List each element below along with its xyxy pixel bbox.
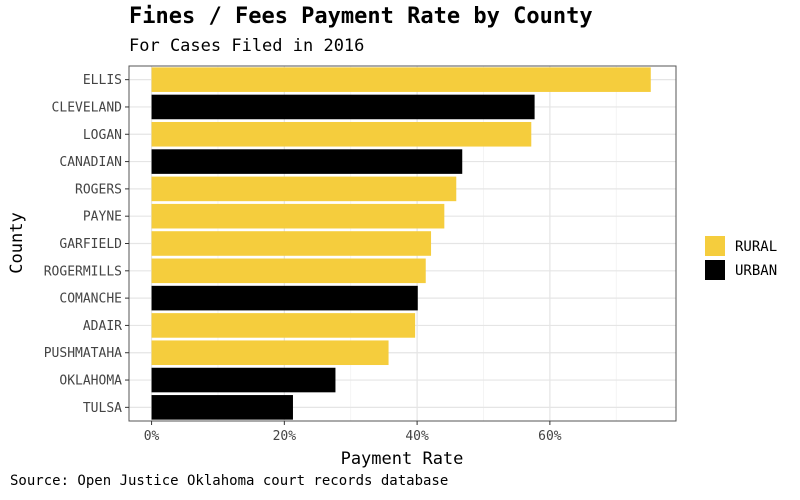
bar-rogermills — [151, 258, 426, 284]
y-tick-label: ROGERMILLS — [44, 264, 122, 279]
chart-caption: Source: Open Justice Oklahoma court reco… — [10, 473, 449, 489]
legend-label-urban: URBAN — [735, 263, 777, 279]
bar-adair — [151, 313, 416, 338]
y-tick-label: ADAIR — [83, 319, 122, 334]
bar-comanche — [151, 285, 418, 311]
x-tick-label: 0% — [144, 429, 160, 444]
x-tick-label: 60% — [538, 429, 562, 444]
chart-title: Fines / Fees Payment Rate by County — [129, 4, 593, 29]
bar-canadian — [151, 149, 463, 174]
bar-garfield — [151, 231, 432, 256]
x-tick-label: 40% — [405, 429, 429, 444]
y-axis-title: County — [7, 212, 27, 273]
bar-pushmataha — [151, 340, 389, 366]
x-axis-title: Payment Rate — [341, 449, 464, 469]
chart-subtitle: For Cases Filed in 2016 — [129, 36, 365, 56]
y-tick-label: PUSHMATAHA — [44, 346, 122, 361]
y-axis: ELLIS CLEVELAND LOGAN CANADIAN ROGERS PAYNE GA… — [44, 73, 129, 416]
bar-ellis — [151, 67, 651, 92]
legend: RURAL URBAN — [705, 236, 777, 280]
y-tick-label: CLEVELAND — [52, 100, 123, 115]
y-tick-label: OKLAHOMA — [59, 374, 122, 389]
bar-oklahoma — [151, 367, 336, 393]
bar-logan — [151, 121, 532, 147]
bar-tulsa — [151, 395, 293, 420]
y-tick-label: PAYNE — [83, 210, 122, 225]
y-tick-label: TULSA — [83, 401, 122, 416]
bars — [151, 67, 651, 420]
x-tick-label: 20% — [273, 429, 297, 444]
x-axis: 0% 20% 40% 60% — [144, 421, 562, 444]
y-tick-label: CANADIAN — [59, 155, 122, 170]
legend-swatch-urban — [705, 260, 725, 280]
y-tick-label: GARFIELD — [59, 237, 122, 252]
y-tick-label: LOGAN — [83, 128, 122, 143]
y-tick-label: ROGERS — [75, 182, 122, 197]
bar-rogers — [151, 176, 457, 202]
y-tick-label: COMANCHE — [59, 292, 122, 307]
bar-payne — [151, 203, 445, 229]
y-tick-label: ELLIS — [83, 73, 122, 88]
legend-label-rural: RURAL — [735, 239, 777, 255]
legend-swatch-rural — [705, 236, 725, 256]
bar-cleveland — [151, 94, 535, 120]
